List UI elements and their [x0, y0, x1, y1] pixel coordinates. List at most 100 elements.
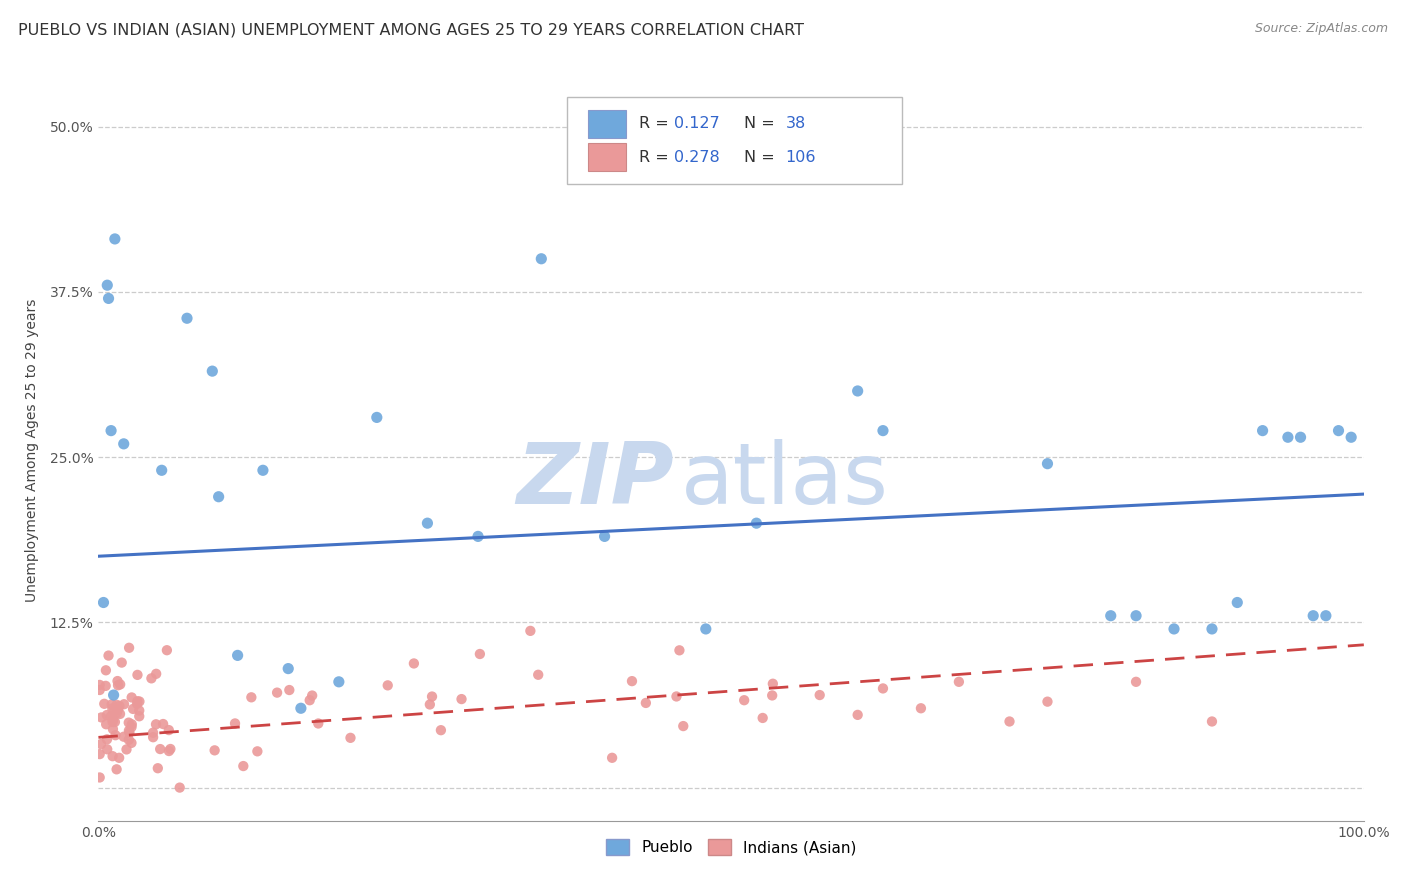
Point: [101, 749, 124, 764]
Point: [846, 384, 869, 398]
Point: [97, 648, 120, 663]
Point: [948, 674, 970, 689]
FancyBboxPatch shape: [588, 144, 626, 171]
Point: [127, 694, 149, 708]
Point: [527, 667, 550, 681]
Point: [101, 714, 124, 729]
Point: [111, 656, 134, 670]
Point: [1327, 424, 1350, 438]
Point: [94, 663, 117, 677]
Point: [94, 717, 117, 731]
Text: N =: N =: [744, 150, 780, 165]
Point: [104, 728, 127, 742]
Point: [105, 698, 128, 712]
Point: [103, 704, 125, 718]
Point: [450, 692, 472, 706]
Point: [118, 725, 141, 739]
Point: [420, 690, 443, 704]
Point: [298, 693, 321, 707]
Point: [1163, 622, 1185, 636]
Point: [107, 674, 129, 689]
Point: [733, 693, 755, 707]
Point: [105, 706, 128, 721]
Point: [97, 292, 120, 306]
Point: [89, 683, 111, 698]
Point: [112, 697, 135, 711]
FancyBboxPatch shape: [567, 97, 903, 184]
Point: [232, 759, 254, 773]
Point: [1036, 457, 1059, 471]
Point: [307, 716, 329, 731]
Point: [872, 681, 894, 696]
Point: [468, 647, 491, 661]
Point: [112, 437, 135, 451]
Point: [100, 424, 122, 438]
Point: [519, 624, 541, 638]
Point: [118, 723, 141, 738]
Point: [672, 719, 695, 733]
Point: [142, 725, 165, 739]
Point: [103, 713, 125, 727]
Text: atlas: atlas: [681, 439, 889, 522]
Point: [121, 720, 143, 734]
Point: [146, 761, 169, 775]
Text: 0.127: 0.127: [675, 117, 720, 131]
Point: [745, 516, 768, 531]
Point: [90, 737, 112, 751]
Point: [226, 648, 249, 663]
Point: [90, 710, 112, 724]
Point: [152, 717, 174, 731]
Point: [107, 702, 129, 716]
Point: [204, 743, 226, 757]
Point: [1099, 608, 1122, 623]
Point: [105, 762, 128, 776]
Point: [108, 706, 131, 721]
Point: [201, 364, 224, 378]
Point: [1340, 430, 1362, 444]
Point: [141, 671, 163, 685]
Point: [120, 736, 142, 750]
Point: [366, 410, 388, 425]
Point: [998, 714, 1021, 729]
Point: [620, 674, 643, 689]
Point: [96, 742, 118, 756]
Point: [600, 751, 623, 765]
Point: [1036, 695, 1059, 709]
Point: [101, 722, 124, 736]
Y-axis label: Unemployment Among Ages 25 to 29 years: Unemployment Among Ages 25 to 29 years: [24, 299, 38, 602]
Point: [328, 674, 350, 689]
Point: [1201, 714, 1223, 729]
Point: [169, 780, 191, 795]
Point: [1201, 622, 1223, 636]
Point: [278, 683, 301, 698]
Point: [846, 707, 869, 722]
FancyBboxPatch shape: [588, 110, 626, 138]
Text: 38: 38: [786, 117, 806, 131]
Point: [665, 690, 688, 704]
Point: [96, 708, 118, 723]
Point: [240, 690, 263, 705]
Point: [157, 744, 180, 758]
Point: [1226, 595, 1249, 609]
Point: [224, 716, 246, 731]
Point: [93, 697, 115, 711]
Point: [176, 311, 198, 326]
Point: [93, 595, 115, 609]
Point: [301, 689, 323, 703]
Point: [1302, 608, 1324, 623]
Point: [695, 622, 717, 636]
Point: [100, 709, 122, 723]
Point: [101, 701, 124, 715]
Text: R =: R =: [638, 150, 673, 165]
Text: N =: N =: [744, 117, 780, 131]
Point: [157, 723, 180, 737]
Point: [668, 643, 690, 657]
Point: [108, 751, 131, 765]
Point: [107, 678, 129, 692]
Point: [127, 668, 149, 682]
Point: [761, 689, 783, 703]
Point: [89, 747, 111, 761]
Point: [104, 714, 127, 729]
Point: [290, 701, 312, 715]
Text: PUEBLO VS INDIAN (ASIAN) UNEMPLOYMENT AMONG AGES 25 TO 29 YEARS CORRELATION CHAR: PUEBLO VS INDIAN (ASIAN) UNEMPLOYMENT AM…: [18, 22, 804, 37]
